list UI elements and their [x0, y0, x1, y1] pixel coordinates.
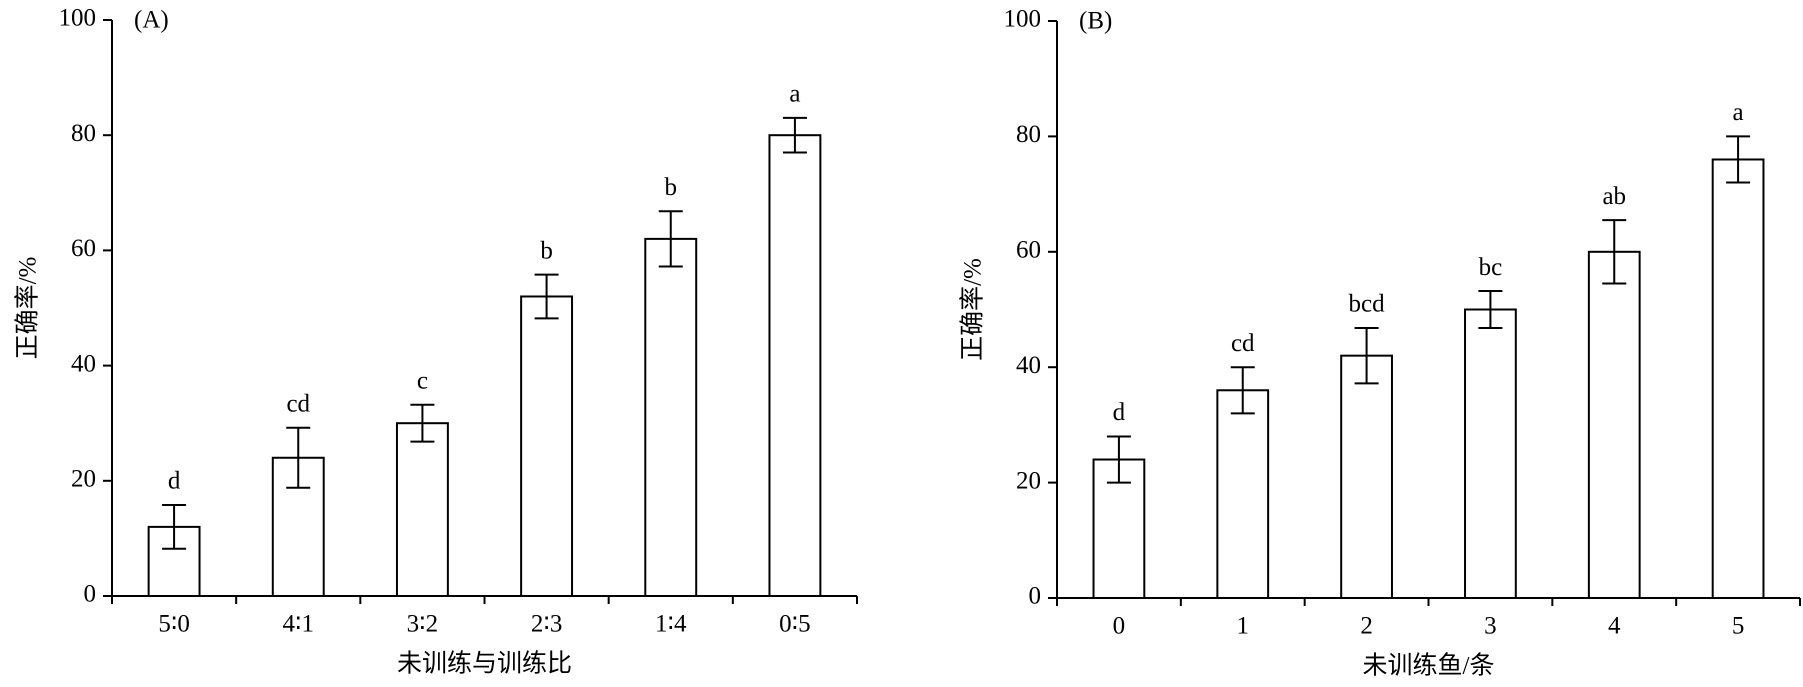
significance-letter: cd: [286, 391, 310, 418]
y-tick-label: 0: [1029, 583, 1042, 610]
y-axis-label: 正确率/%: [14, 257, 42, 360]
y-tick-label: 60: [71, 235, 96, 262]
x-tick-label: 4∶1: [282, 611, 314, 638]
bar: [395, 422, 449, 598]
bar: [1587, 250, 1641, 600]
bar: [768, 134, 822, 597]
bar: [1216, 389, 1270, 599]
x-tick-label: 3: [1484, 613, 1497, 640]
x-tick-label: 1: [1237, 613, 1250, 640]
x-tick-label: 3∶2: [407, 611, 439, 638]
significance-letter: bcd: [1349, 291, 1386, 318]
x-tick-label: 4: [1608, 613, 1621, 640]
x-tick-label: 0: [1113, 613, 1126, 640]
error-bar: [162, 503, 187, 550]
y-tick-label: 80: [1016, 121, 1041, 148]
y-tick-label: 40: [1016, 352, 1041, 379]
significance-letter: b: [665, 174, 678, 201]
y-tick-label: 20: [71, 466, 96, 493]
panel-label: (A): [134, 7, 169, 34]
panel-label: (B): [1079, 8, 1112, 35]
error-bar: [1478, 290, 1503, 329]
bar: [644, 237, 698, 597]
error-bar: [286, 426, 311, 489]
error-bar: [1106, 435, 1131, 484]
bar: [1092, 458, 1146, 599]
significance-letter: d: [168, 468, 181, 495]
bar: [1340, 354, 1393, 599]
bar: [520, 295, 574, 597]
y-tick-label: 80: [71, 120, 96, 147]
y-tick-label: 20: [1016, 467, 1041, 494]
x-tick-label: 1∶4: [655, 611, 687, 638]
error-bar: [1726, 135, 1751, 184]
bar: [1711, 158, 1765, 599]
error-bar: [1602, 219, 1627, 285]
significance-letter: ab: [1602, 183, 1626, 210]
error-bar: [410, 403, 435, 443]
bar: [1464, 308, 1517, 599]
significance-letter: bc: [1479, 254, 1503, 281]
x-tick-label: 5: [1732, 613, 1745, 640]
significance-letter: a: [789, 81, 800, 108]
error-bar: [658, 210, 683, 268]
error-bar: [1230, 366, 1255, 415]
x-axis-label: 未训练鱼/条: [1363, 652, 1495, 680]
significance-letter: d: [1113, 399, 1126, 426]
y-tick-label: 0: [84, 581, 97, 608]
y-tick-label: 100: [59, 5, 97, 32]
significance-letter: b: [540, 237, 553, 264]
significance-letter: a: [1733, 99, 1744, 126]
y-tick-label: 100: [1004, 6, 1042, 33]
y-axis-label: 正确率/%: [959, 258, 987, 361]
y-tick-label: 60: [1016, 237, 1041, 264]
x-tick-label: 5∶0: [158, 611, 190, 638]
error-bar: [1354, 326, 1379, 385]
x-tick-label: 2: [1360, 613, 1373, 640]
y-tick-label: 40: [71, 350, 96, 377]
x-tick-label: 2∶3: [531, 611, 563, 638]
significance-letter: c: [417, 368, 428, 395]
significance-letter: cd: [1231, 330, 1255, 357]
error-bar: [534, 273, 559, 320]
x-tick-label: 0∶5: [779, 611, 811, 638]
error-bar: [782, 116, 807, 154]
x-axis-label: 未训练与训练比: [397, 650, 572, 678]
